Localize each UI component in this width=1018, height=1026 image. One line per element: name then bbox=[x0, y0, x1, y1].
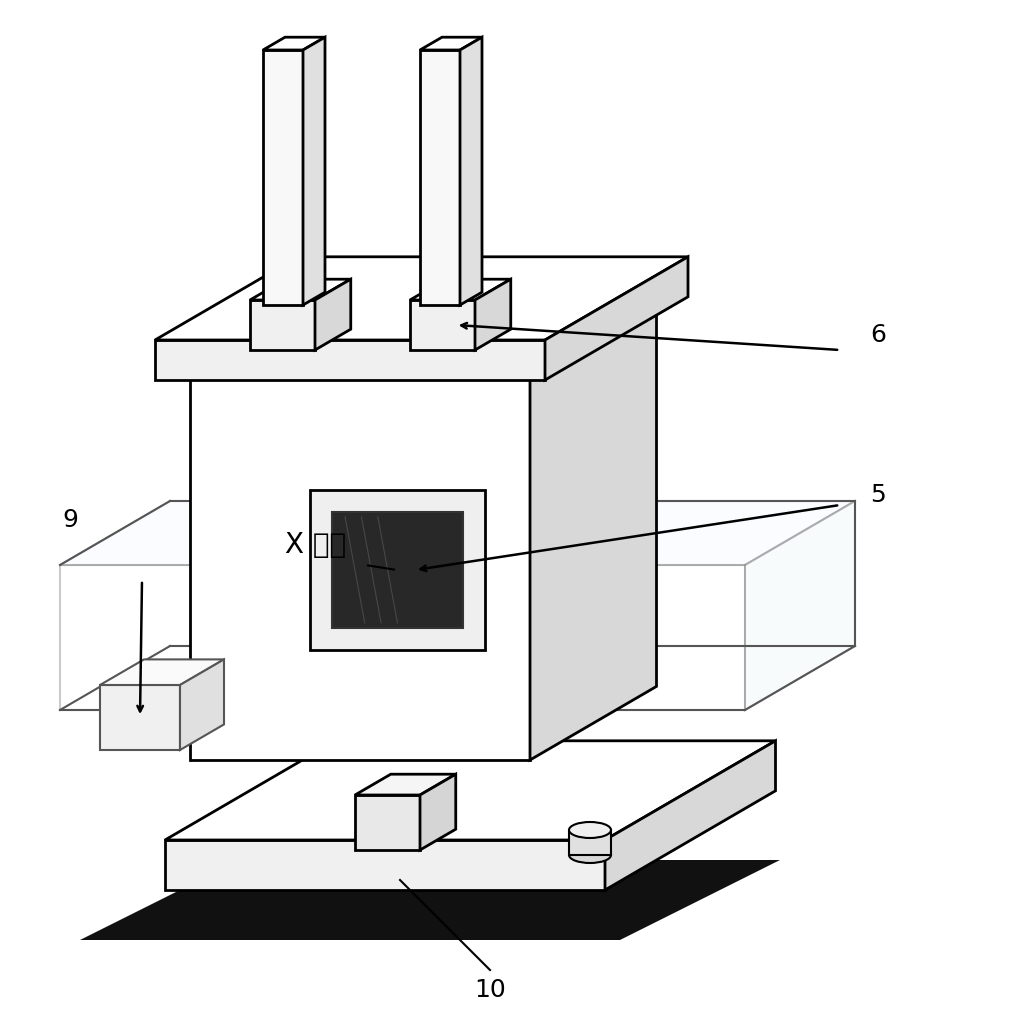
Ellipse shape bbox=[569, 847, 611, 863]
Polygon shape bbox=[355, 795, 420, 850]
Polygon shape bbox=[310, 490, 485, 650]
Polygon shape bbox=[569, 830, 611, 855]
Polygon shape bbox=[545, 565, 745, 710]
Text: 6: 6 bbox=[870, 323, 886, 347]
Ellipse shape bbox=[569, 822, 611, 838]
Polygon shape bbox=[530, 297, 657, 760]
Polygon shape bbox=[60, 501, 325, 565]
Text: 5: 5 bbox=[870, 483, 886, 507]
Polygon shape bbox=[410, 279, 511, 300]
Polygon shape bbox=[460, 37, 482, 305]
Polygon shape bbox=[60, 565, 215, 710]
Polygon shape bbox=[420, 775, 456, 850]
Polygon shape bbox=[315, 279, 351, 350]
Polygon shape bbox=[100, 660, 224, 685]
Polygon shape bbox=[263, 37, 325, 50]
Polygon shape bbox=[545, 501, 855, 565]
Polygon shape bbox=[332, 512, 463, 628]
Polygon shape bbox=[605, 741, 776, 890]
Polygon shape bbox=[303, 37, 325, 305]
Polygon shape bbox=[190, 297, 657, 370]
Text: 9: 9 bbox=[62, 508, 77, 532]
Polygon shape bbox=[180, 660, 224, 750]
Polygon shape bbox=[165, 741, 776, 840]
Polygon shape bbox=[215, 501, 325, 710]
Polygon shape bbox=[545, 256, 688, 380]
Polygon shape bbox=[475, 279, 511, 350]
Text: 10: 10 bbox=[474, 978, 506, 1002]
Polygon shape bbox=[355, 775, 456, 795]
Polygon shape bbox=[250, 300, 315, 350]
Polygon shape bbox=[410, 300, 475, 350]
Polygon shape bbox=[420, 50, 460, 305]
Polygon shape bbox=[263, 50, 303, 305]
Polygon shape bbox=[420, 37, 482, 50]
Polygon shape bbox=[155, 340, 545, 380]
Polygon shape bbox=[165, 840, 605, 890]
Polygon shape bbox=[190, 370, 530, 760]
Polygon shape bbox=[745, 501, 855, 710]
Polygon shape bbox=[80, 860, 780, 940]
Polygon shape bbox=[100, 685, 180, 750]
Polygon shape bbox=[155, 256, 688, 340]
Text: X 射线: X 射线 bbox=[285, 531, 346, 559]
Polygon shape bbox=[250, 279, 351, 300]
